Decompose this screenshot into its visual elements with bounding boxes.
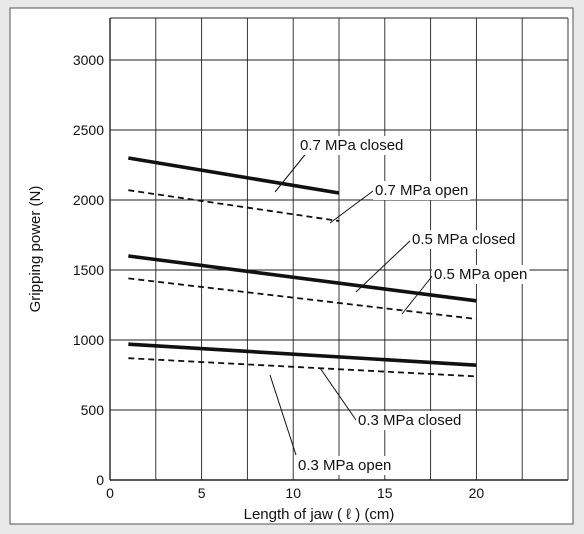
series-line	[128, 342, 477, 367]
annotation-leader	[401, 274, 434, 315]
series-label-background	[356, 411, 464, 430]
y-tick-label: 0	[96, 472, 104, 488]
series-line	[128, 357, 477, 378]
y-tick-label: 2500	[73, 122, 104, 138]
x-tick-labels: 0 5 10 15 20	[106, 485, 484, 501]
x-axis-title: Length of jaw ( ℓ ) (cm)	[244, 506, 395, 523]
y-axis-title: Gripping power (N)	[27, 186, 44, 313]
series-label: 0.5 MPa open	[434, 266, 527, 283]
series-label-background	[373, 181, 471, 200]
y-tick-label: 1000	[73, 332, 104, 348]
series-line	[128, 156, 340, 195]
x-tick-label: 10	[285, 485, 301, 501]
annotation-leader	[355, 239, 412, 293]
grid	[109, 17, 569, 481]
series-label: 0.5 MPa closed	[412, 231, 515, 248]
x-tick-label: 0	[106, 485, 114, 501]
series-label: 0.3 MPa closed	[358, 412, 461, 429]
annotation-leader	[269, 374, 297, 456]
y-tick-label: 1500	[73, 262, 104, 278]
series-label-background	[432, 265, 530, 284]
series-label-background	[296, 456, 394, 475]
series-label: 0.3 MPa open	[298, 457, 391, 474]
y-tick-label: 3000	[73, 52, 104, 68]
y-tick-label: 500	[81, 402, 105, 418]
annotations: 0.7 MPa closed 0.7 MPa open 0.5 MPa closed…	[269, 136, 530, 475]
y-tick-labels: 0 500 1000 1500 2000 2500 3000	[73, 52, 104, 488]
x-tick-label: 5	[198, 485, 206, 501]
series-line	[128, 277, 477, 320]
series-label-background	[410, 230, 518, 249]
y-tick-label: 2000	[73, 192, 104, 208]
annotation-leader	[319, 367, 357, 421]
series-label: 0.7 MPa open	[375, 182, 468, 199]
series-label-background	[298, 136, 406, 155]
x-tick-label: 15	[377, 485, 393, 501]
series-line	[128, 189, 340, 222]
annotation-leader	[329, 190, 374, 224]
series-label: 0.7 MPa closed	[300, 137, 403, 154]
x-tick-label: 20	[469, 485, 485, 501]
